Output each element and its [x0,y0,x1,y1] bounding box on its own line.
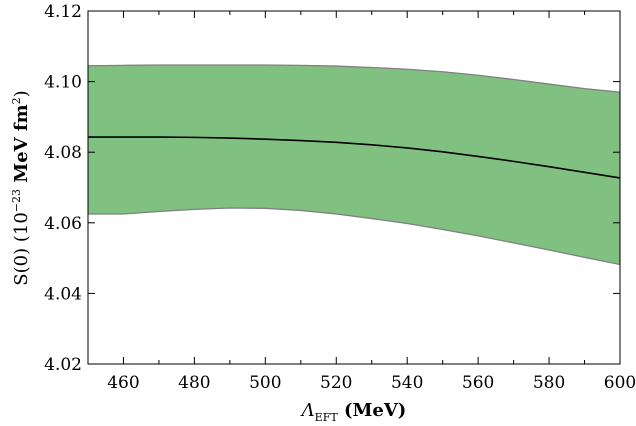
y-axis-exponent: −23 [10,189,23,212]
x-tick-label: 480 [178,373,210,393]
x-axis-subscript: EFT [315,411,339,424]
axes [87,10,621,365]
x-tick-label: 540 [391,373,423,393]
y-axis-units: MeV fm [11,104,32,189]
central-value-line [88,136,621,179]
plot-frame [87,10,621,365]
y-tick-label: 4.12 [44,2,82,22]
y-tick-label: 4.04 [44,284,82,304]
x-tick-label: 500 [249,373,281,393]
x-tick-label: 600 [604,373,636,393]
plot-area [87,64,621,266]
y-tick-label: 4.10 [44,73,82,93]
uncertainty-band [88,65,620,265]
x-tick-label: 580 [533,373,565,393]
band-lower-edge [88,207,621,266]
x-tick-label: 560 [462,373,494,393]
y-tick-label: 4.02 [44,355,82,375]
x-tick-label: 520 [320,373,352,393]
y-axis-suffix: ) [11,90,32,97]
x-axis-unit: (MeV) [338,400,407,421]
y-tick-label: 4.06 [44,214,82,234]
x-axis-title: ΛEFT (MeV) [300,400,407,424]
x-axis-symbol: Λ [300,400,315,421]
y-axis-units-exponent: 2 [10,97,23,104]
y-axis-prefix: S(0) (10 [11,212,32,285]
x-axis-ticks: 460 480 500 520 540 560 580 600 [87,11,636,393]
x-tick-label: 460 [107,373,139,393]
y-axis-title: S(0) (10−23 MeV fm2) [10,90,32,285]
y-tick-label: 4.08 [44,143,82,163]
y-axis-ticks: 4.02 4.04 4.06 4.08 4.10 4.12 [44,2,620,375]
band-upper-edge [87,64,621,93]
